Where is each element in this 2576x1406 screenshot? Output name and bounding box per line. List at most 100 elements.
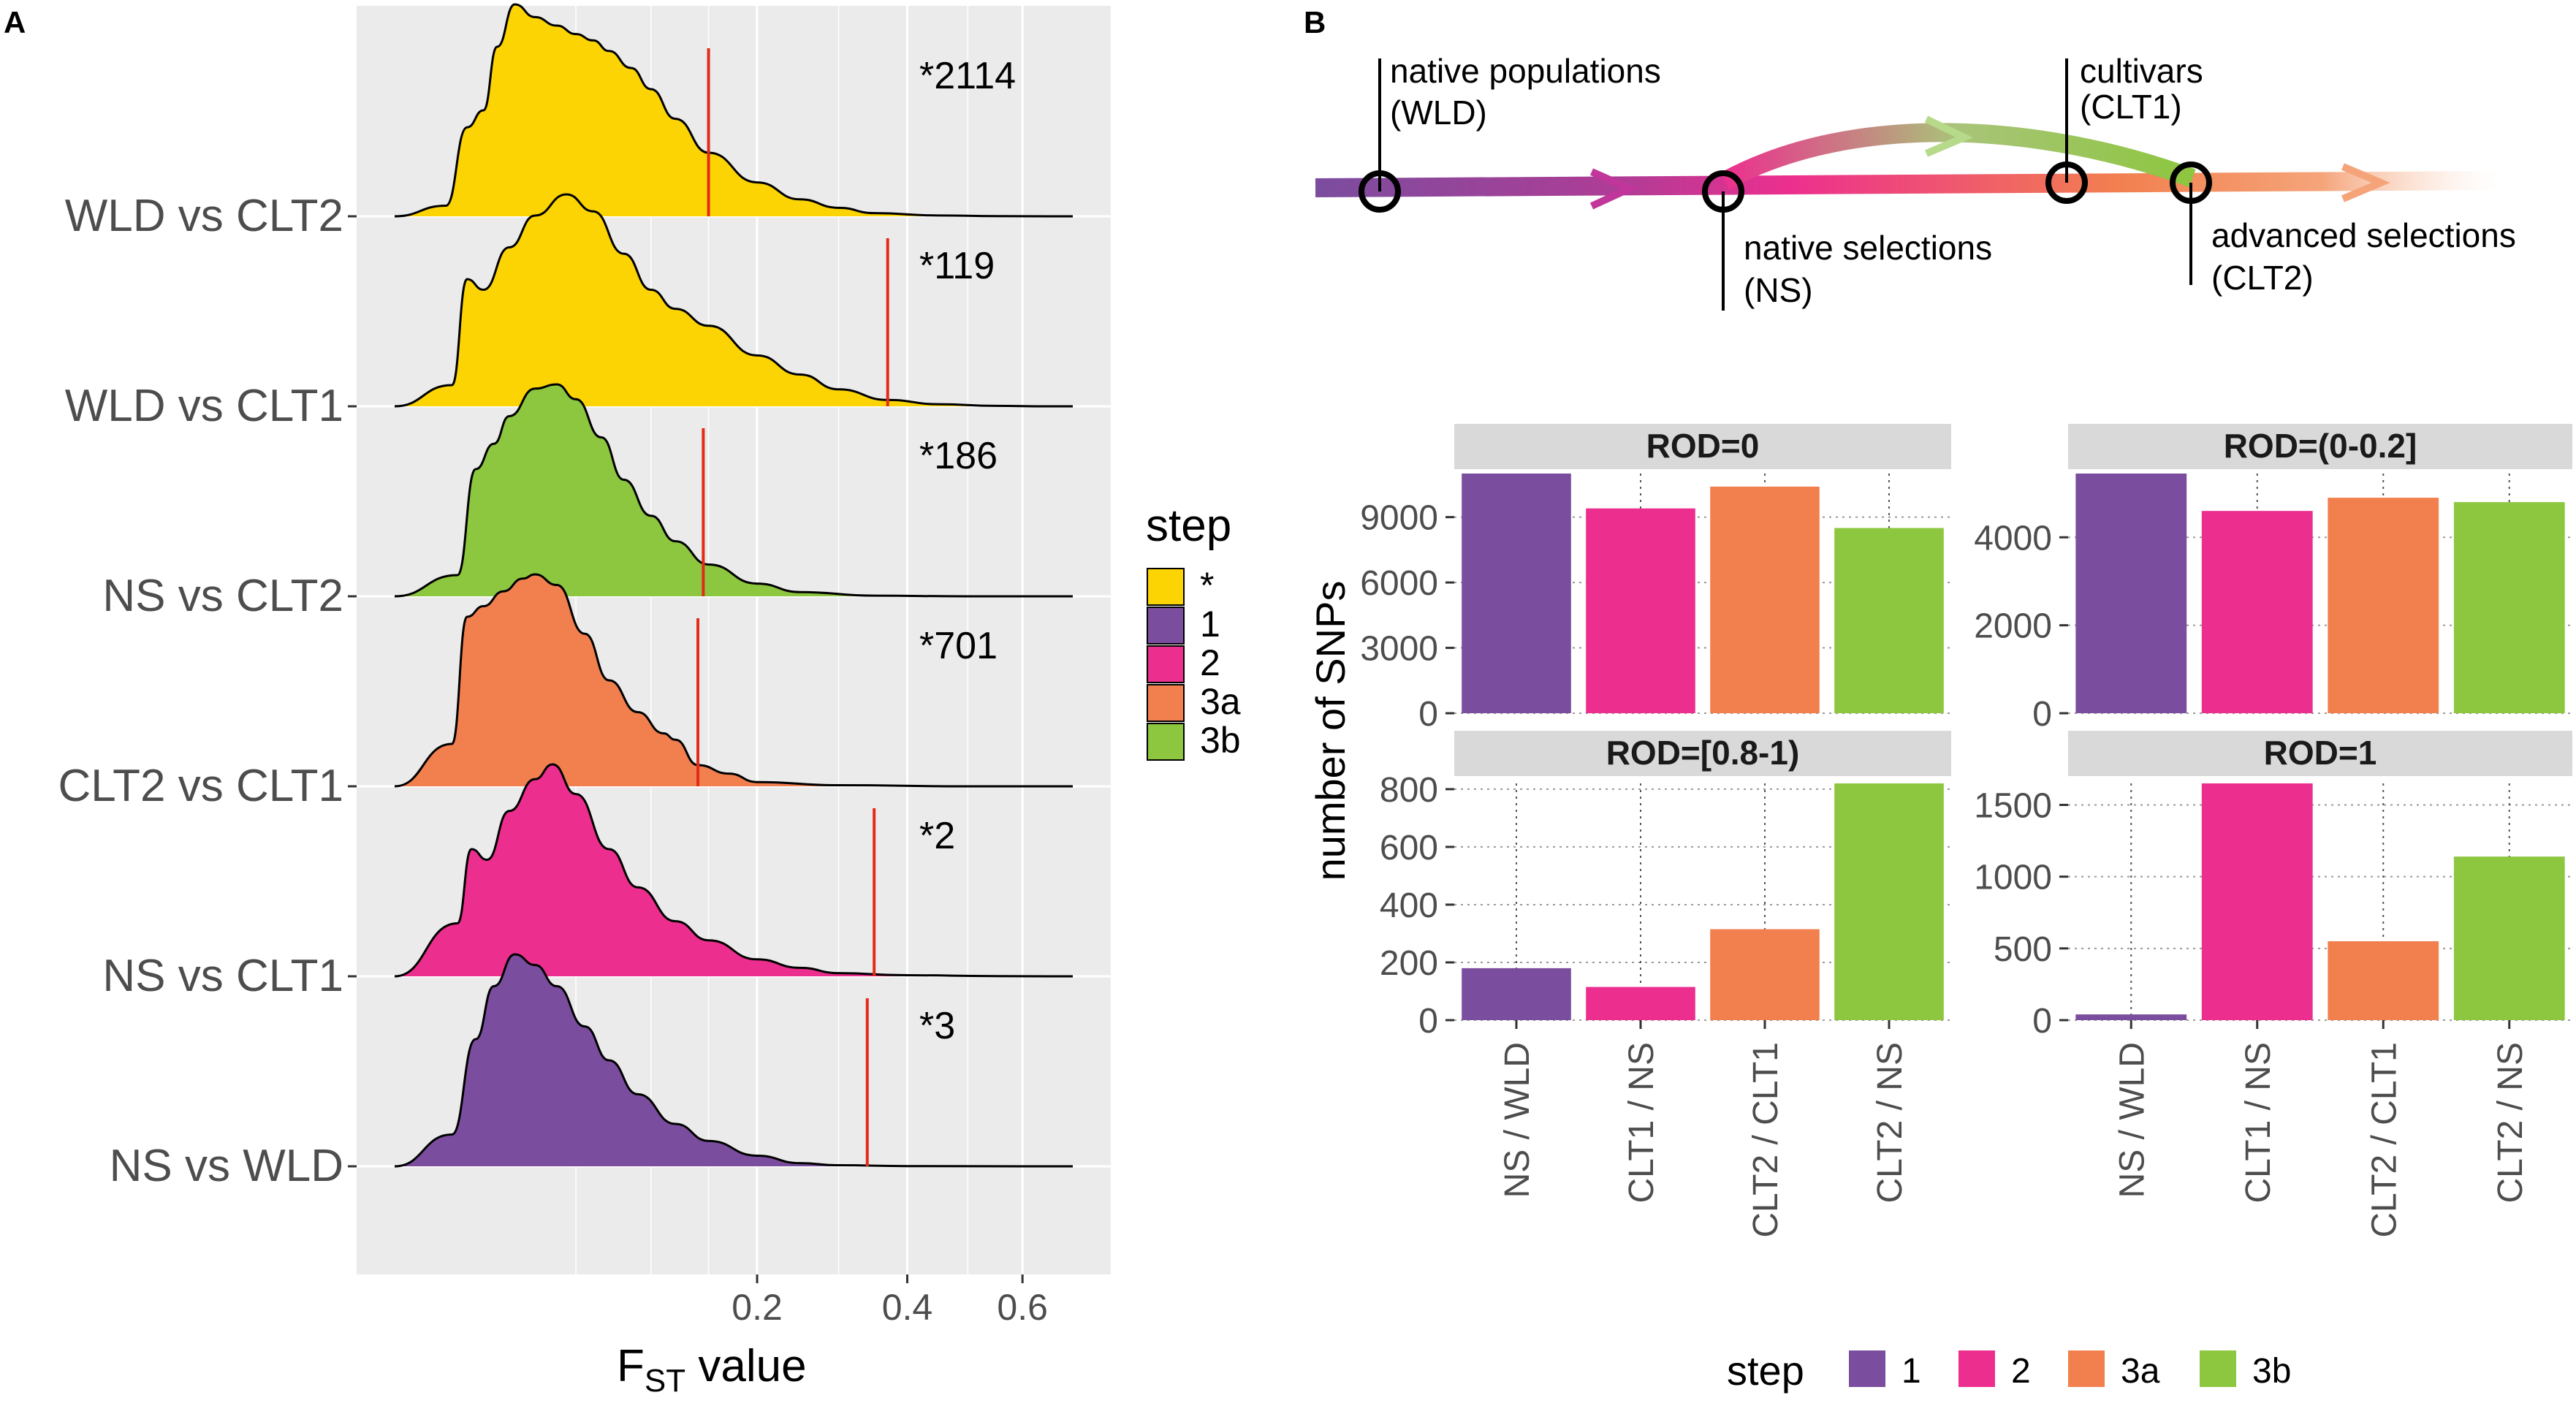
ridge-legend-label: 2 — [1200, 642, 1220, 683]
bar-legend-label: 2 — [2011, 1352, 2031, 1391]
bar-x-tick-label: CLT2 / NS — [1871, 1042, 1910, 1204]
wld-marker — [1359, 170, 1401, 213]
bar-y-tick-label: 600 — [1380, 829, 1438, 867]
facet-strip — [1454, 424, 1951, 469]
bar-y-tick-label: 0 — [1418, 1002, 1438, 1041]
bar-legend: step 1 2 3a 3b — [1727, 1348, 2291, 1394]
ridge-y-label: CLT2 vs CLT1 — [58, 761, 343, 811]
bar-legend-swatch — [2068, 1350, 2105, 1387]
bar — [1834, 783, 1944, 1020]
facet-strip — [2068, 731, 2572, 776]
bar-y-axis-label: number of SNPs — [1307, 581, 1353, 881]
bar-x-tick-label: NS / WLD — [2113, 1042, 2151, 1198]
bar-x-tick-label: CLT2 / CLT1 — [2365, 1042, 2404, 1238]
ridge-area — [395, 384, 1073, 596]
bar — [2328, 498, 2439, 713]
ridge-outline — [394, 383, 1073, 598]
ridge-annotation: *3 — [919, 1005, 955, 1047]
panel-b-label: B — [1304, 5, 1326, 39]
bar-y-tick-label: 500 — [1994, 930, 2052, 969]
ridge-outline — [394, 3, 1073, 218]
panel-a-label: A — [4, 5, 26, 39]
ridge-legend-swatch — [1147, 568, 1185, 606]
bar-x-tick-label: CLT2 / NS — [2491, 1042, 2530, 1204]
ridge-area — [395, 764, 1073, 976]
bar-y-tick-label: 3000 — [1360, 630, 1438, 669]
ridge-legend-title: step — [1146, 501, 1231, 551]
bar — [1462, 474, 1571, 713]
bar-x-tick-label: CLT2 / CLT1 — [1747, 1042, 1785, 1238]
ridge-y-label: NS vs CLT1 — [102, 951, 343, 1001]
clt2-label: advanced selections — [2211, 216, 2516, 254]
ridge-x-tick-label: 0.4 — [882, 1287, 933, 1328]
ridge-y-label: NS vs CLT2 — [102, 571, 343, 621]
clt1-abbrev: (CLT1) — [2080, 88, 2182, 126]
ridge-x-axis-label: FST value — [617, 1341, 807, 1399]
bar — [1834, 528, 1944, 713]
bar-x-tick-label: CLT1 / NS — [1622, 1042, 1661, 1204]
bar — [2201, 783, 2313, 1020]
bar-y-tick-label: 0 — [1418, 695, 1438, 734]
bar — [1586, 987, 1695, 1020]
facet-title: ROD=1 — [2264, 734, 2377, 772]
ridge-legend-label: 3a — [1200, 681, 1241, 722]
ridge-legend-label: 1 — [1200, 604, 1220, 645]
bar-legend-label: 3b — [2252, 1352, 2291, 1391]
bar — [1710, 486, 1820, 713]
timeline-chevron-2 — [1924, 115, 1974, 157]
clt2-marker — [2170, 162, 2212, 204]
ridge-plot: *2114 WLD vs CLT2 *119 WLD vs CLT1 *186 NS vs… — [58, 3, 1073, 1191]
timeline-main-arrow — [1315, 171, 2500, 197]
facet-title: ROD=(0-0.2] — [2224, 427, 2417, 465]
ridge-outline — [394, 953, 1073, 1168]
bar-panel: ROD=1 0 500 1000 1500 NS / WLD CLT1 / NS CLT2 /… — [1974, 731, 2572, 1238]
bar-legend-label: 1 — [1901, 1352, 1921, 1391]
wld-label: native populations — [1390, 52, 1661, 90]
ridge-area — [395, 574, 1073, 786]
bar-x-tick-label: NS / WLD — [1498, 1042, 1537, 1198]
bar-y-tick-label: 400 — [1380, 886, 1438, 925]
ridge-legend-swatch — [1147, 684, 1185, 722]
bar-y-tick-label: 4000 — [1974, 519, 2052, 558]
timeline-chevron-3 — [2341, 163, 2390, 202]
clt1-label: cultivars — [2080, 52, 2203, 90]
bar-panel: ROD=[0.8-1) 0 200 400 600 800 NS / WLD CLT1 / N… — [1380, 731, 1951, 1238]
bar — [1710, 929, 1820, 1020]
ridge-y-label: NS vs WLD — [110, 1141, 343, 1191]
bar-y-tick-label: 2000 — [1974, 607, 2052, 646]
clt2-abbrev: (CLT2) — [2211, 259, 2314, 297]
bar — [2075, 1014, 2187, 1020]
ridge-annotation: *2114 — [919, 55, 1016, 97]
bar — [2453, 856, 2565, 1020]
bar — [2075, 474, 2187, 713]
ridge-outline — [394, 573, 1073, 788]
bar — [2453, 502, 2565, 713]
bar — [2201, 511, 2313, 713]
facet-strip — [2068, 424, 2572, 469]
ridge-legend-swatch — [1147, 723, 1185, 761]
bar — [1586, 508, 1695, 713]
bar-legend-swatch — [1849, 1350, 1885, 1387]
bar — [2328, 941, 2439, 1020]
ridge-annotation: *2 — [919, 815, 955, 857]
bar-panel: ROD=(0-0.2] 0 2000 4000 — [1974, 424, 2572, 734]
ridge-legend-swatch — [1147, 607, 1185, 645]
bar-legend-swatch — [1958, 1350, 1995, 1387]
ridge-area — [395, 194, 1073, 406]
ridge-area — [395, 954, 1073, 1166]
ns-abbrev: (NS) — [1744, 271, 1813, 309]
bar-y-tick-label: 0 — [2032, 695, 2052, 734]
bar-x-tick-label: CLT1 / NS — [2239, 1042, 2278, 1204]
clt1-marker — [2045, 162, 2088, 204]
bar-y-tick-label: 0 — [2032, 1002, 2052, 1041]
ridge-x-tick-label: 0.2 — [732, 1287, 783, 1328]
ridge-legend-swatch — [1147, 645, 1185, 683]
bar-legend-title: step — [1727, 1348, 1804, 1394]
facet-title: ROD=[0.8-1) — [1606, 734, 1800, 772]
bar-panel: ROD=0 0 3000 6000 9000 — [1360, 424, 1951, 734]
ns-label: native selections — [1744, 229, 1992, 267]
bar-y-tick-label: 1000 — [1974, 859, 2052, 897]
breeding-timeline: native populations (WLD) native selectio… — [1315, 52, 2516, 311]
